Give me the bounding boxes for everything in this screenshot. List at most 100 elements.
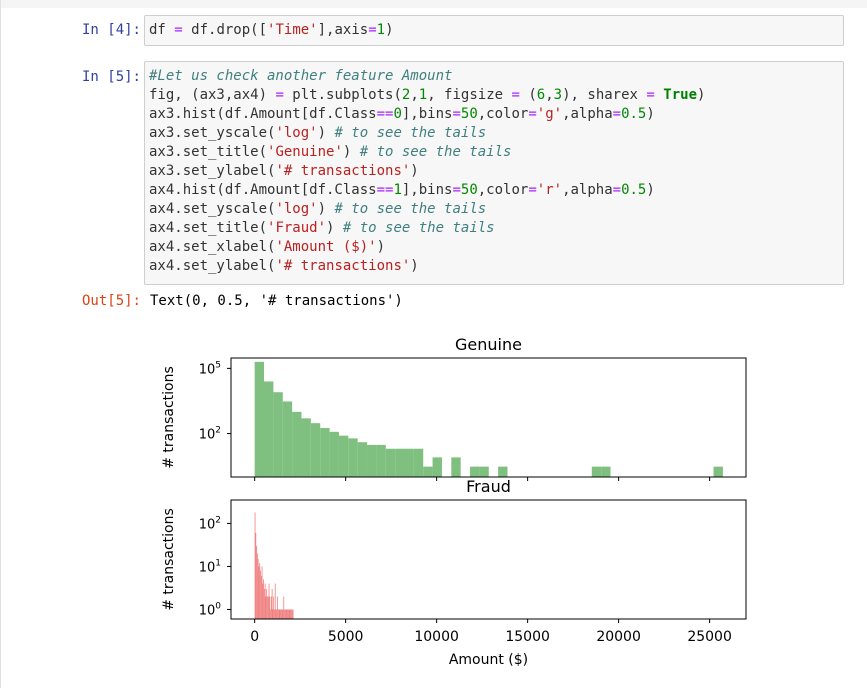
histogram-bar — [281, 609, 283, 619]
histogram-bar — [291, 609, 293, 619]
code-line: ax4.set_yscale('log') # to see the tails — [149, 200, 839, 219]
y-tick-label: 105 — [199, 360, 221, 377]
histogram-bar — [273, 392, 283, 477]
code-line: ax4.set_title('Fraud') # to see the tail… — [149, 219, 839, 238]
histogram-bar — [601, 466, 611, 477]
code-token: ax3.hist(df.Amount[df.Class — [149, 106, 377, 122]
histogram-bar — [280, 609, 282, 619]
code-token: ) — [326, 220, 343, 236]
code-token: ) — [317, 125, 335, 141]
code-line: ax3.hist(df.Amount[df.Class==0],bins=50,… — [149, 105, 839, 124]
axes-frame — [230, 357, 747, 478]
code-token: 6 — [536, 87, 546, 103]
histogram-bar — [274, 609, 275, 619]
histogram-bar — [273, 596, 275, 619]
histogram-bar — [357, 442, 368, 477]
histogram-bar — [271, 588, 273, 619]
code-token: 2 — [401, 87, 411, 103]
histogram-bar — [320, 428, 330, 477]
code-cell-4[interactable]: df = df.drop(['Time'],axis=1) — [144, 15, 844, 46]
histogram-bar — [262, 583, 264, 619]
histogram-bar — [284, 609, 286, 619]
code-token: ax4.hist(df.Amount[df.Class — [149, 182, 377, 198]
histogram-bar — [301, 418, 311, 477]
code-token: ), sharex — [562, 87, 647, 103]
histogram-bar — [290, 609, 292, 619]
histogram-bar — [260, 570, 261, 619]
histogram-bar — [338, 435, 349, 477]
code-token: = — [528, 182, 537, 198]
code-token: ) — [697, 87, 706, 103]
histogram-bar — [404, 448, 414, 477]
code-token: fig, (ax3,ax4) — [149, 87, 276, 103]
code-token: , — [545, 87, 554, 103]
histogram-bar — [413, 448, 424, 477]
code-token: 'Fraud' — [267, 220, 327, 236]
code-token: = — [511, 87, 520, 103]
histogram-bar — [292, 411, 302, 477]
axes-frame — [230, 499, 747, 620]
code-line: ax3.set_title('Genuine') # to see the ta… — [149, 143, 839, 162]
code-token: 'log' — [275, 201, 318, 217]
code-token: = — [612, 182, 622, 198]
code-token: ax4.set_ylabel( — [149, 258, 276, 274]
histogram-bar — [479, 466, 489, 477]
code-token: ,color — [477, 182, 529, 198]
histogram-bar — [385, 448, 396, 477]
x-axis-label: Amount ($) — [449, 652, 528, 668]
x-tick-label: 15000 — [505, 629, 550, 645]
histogram-bar — [281, 609, 282, 619]
input-prompt-5: In [5]: — [81, 69, 141, 85]
code-token: ) — [410, 258, 419, 274]
histogram-bar — [254, 512, 256, 619]
output-text: Text(0, 0.5, '# transactions') — [150, 293, 403, 309]
code-token: ax4.set_xlabel( — [149, 239, 276, 255]
code-token: # to see the tails — [342, 220, 495, 236]
code-cell-5[interactable]: #Let us check another feature Amount fig,… — [144, 61, 844, 285]
histogram-bar — [276, 609, 278, 619]
histogram-bar — [255, 532, 257, 619]
code-line: ax4.set_ylabel('# transactions') — [149, 257, 839, 276]
code-token: ax3.set_yscale( — [149, 125, 276, 141]
code-line: df = df.drop(['Time'],axis=1) — [149, 21, 839, 40]
histogram-bar — [256, 553, 258, 619]
histogram-bar — [263, 579, 264, 619]
histogram-bar — [268, 583, 270, 619]
histogram-bar — [286, 609, 288, 619]
histogram-bar — [310, 423, 321, 477]
code-token: ,alpha — [562, 106, 613, 122]
code-token: ) — [342, 144, 360, 160]
histogram-bar — [267, 596, 268, 619]
code-token: ],bins — [401, 106, 453, 122]
code-line: ax4.hist(df.Amount[df.Class==1],bins=50,… — [149, 181, 839, 200]
code-token: = — [452, 106, 461, 122]
histogram-bar — [279, 609, 281, 619]
code-token: '# transactions' — [275, 163, 411, 179]
histogram-bar — [277, 596, 278, 619]
y-tick-label: 102 — [199, 515, 221, 532]
histogram-bar — [289, 609, 291, 619]
genuine-axes: Genuine # transactions 105 102 — [161, 335, 747, 481]
code-token: 1 — [393, 182, 402, 198]
histogram-bar — [270, 596, 272, 619]
code-token: 'r' — [536, 182, 563, 198]
histogram-bar — [283, 596, 285, 619]
y-axis-label: # transactions — [161, 508, 177, 611]
histogram-bar — [451, 457, 461, 477]
code-token: = — [612, 106, 622, 122]
code-token: 50 — [460, 106, 478, 122]
code-token: 50 — [460, 182, 478, 198]
histogram-bar — [291, 609, 292, 619]
code-token: 0 — [393, 106, 402, 122]
histogram-bar — [266, 588, 268, 619]
code-token: #Let us check another feature Amount — [149, 68, 453, 84]
code-token: df.drop([ — [182, 22, 268, 38]
code-line: fig, (ax3,ax4) = plt.subplots(2,1, figsi… — [149, 86, 839, 105]
histogram-bar — [254, 361, 265, 477]
code-token: = — [646, 87, 655, 103]
histogram-bar — [423, 466, 433, 477]
code-token: ax3.set_ylabel( — [149, 163, 276, 179]
y-axis-label: # transactions — [161, 366, 177, 469]
code-token: ) — [317, 201, 335, 217]
code-token: ) — [646, 182, 655, 198]
